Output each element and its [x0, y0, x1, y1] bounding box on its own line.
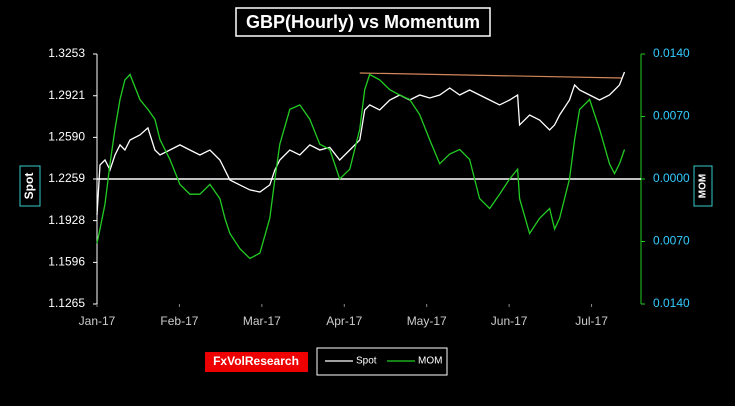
x-tick-label: May-17	[407, 314, 447, 328]
y2-label-box	[693, 165, 713, 207]
y2-tick-label: 0.0140	[653, 46, 690, 60]
title-box	[235, 7, 491, 37]
series-line	[96, 71, 626, 216]
y-axis-label: Spot	[22, 173, 36, 200]
y-tick-label: 1.3253	[48, 46, 85, 60]
x-tick-label: Jun-17	[491, 314, 528, 328]
chart-title: GBP(Hourly) vs Momentum	[246, 12, 480, 32]
y2-tick-label: 0.0070	[653, 234, 690, 248]
x-tick-label: Jul-17	[575, 314, 608, 328]
annotation-box	[205, 352, 308, 372]
y2-tick-label: 0.0070	[653, 109, 690, 123]
y-tick-label: 1.2259	[48, 171, 85, 185]
x-tick-label: Mar-17	[243, 314, 281, 328]
annotation: FxVolResearch	[213, 354, 299, 368]
series-line	[96, 73, 626, 260]
x-tick-label: Apr-17	[326, 314, 362, 328]
y2-tick-label: 0.0140	[653, 296, 690, 310]
y2-tick-label: 0.0000	[653, 171, 690, 185]
y-label-box	[19, 165, 41, 207]
y-tick-label: 1.2921	[48, 88, 85, 102]
x-tick-label: Feb-17	[160, 314, 198, 328]
y-tick-label: 1.1596	[48, 255, 85, 269]
legend-label: Spot	[356, 356, 377, 367]
y-tick-label: 1.2590	[48, 130, 85, 144]
y-tick-label: 1.1265	[48, 296, 85, 310]
x-tick-label: Jan-17	[79, 314, 116, 328]
y2-axis-label: MOM	[698, 174, 709, 198]
trend-line	[359, 72, 622, 79]
y-tick-label: 1.1928	[48, 213, 85, 227]
legend-label: MOM	[418, 356, 442, 367]
